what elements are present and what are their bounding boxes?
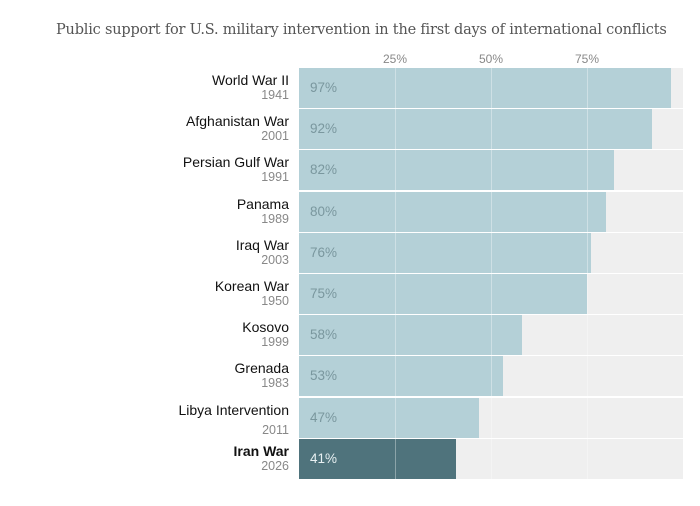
- category-year: 1991: [261, 170, 289, 185]
- category-name: Panama: [236, 195, 289, 212]
- bar: [299, 356, 503, 397]
- category-label: Afghanistan War 2001: [89, 113, 289, 143]
- plot-area: 97% 92% 82% 80% 76% 75% 58% 53% 47% 41%: [299, 68, 683, 480]
- data-label: 97%: [310, 80, 338, 95]
- category-year: 1983: [261, 376, 289, 391]
- category-label: Iraq War 2003: [89, 237, 289, 267]
- data-label: 80%: [310, 203, 338, 219]
- category-label: Persian Gulf War 1991: [89, 154, 289, 184]
- data-label: 58%: [310, 327, 338, 343]
- category-year: 2026: [261, 458, 289, 473]
- bar-track: 82%: [299, 150, 683, 191]
- bar: [299, 109, 653, 150]
- data-label: 75%: [310, 286, 338, 301]
- bar: [299, 397, 480, 438]
- category-label: Panama 1989: [89, 196, 289, 226]
- bar: [299, 68, 672, 108]
- category-label: Korean War 1950: [89, 278, 289, 308]
- category-label: Grenada 1983: [89, 360, 289, 390]
- bar: [299, 191, 607, 232]
- category-year: 2011: [262, 422, 289, 437]
- bar-track: 75%: [299, 274, 683, 314]
- gridline: [491, 68, 492, 480]
- category-year: 1941: [261, 88, 289, 102]
- category-year: 1999: [261, 335, 289, 350]
- bar: [299, 150, 614, 191]
- category-name: Persian Gulf War: [182, 154, 289, 171]
- category-name: Libya Intervention: [178, 401, 289, 418]
- category-name: Grenada: [234, 360, 289, 377]
- data-label: 82%: [310, 162, 338, 178]
- category-name: Afghanistan War: [186, 113, 289, 130]
- category-name: Kosovo: [242, 319, 289, 336]
- category-name: Iran War: [233, 442, 290, 459]
- tick-label: 75%: [574, 52, 600, 66]
- data-label: 53%: [310, 368, 338, 384]
- gridline: [587, 68, 588, 480]
- tick-label: 25%: [382, 52, 408, 66]
- category-name: World War II: [211, 72, 289, 88]
- category-label: Kosovo 1999: [89, 319, 289, 349]
- category-name: Korean War: [214, 278, 289, 294]
- category-year: 2003: [261, 252, 289, 267]
- category-label: Iran War 2026: [89, 442, 290, 473]
- bar-track: 92%: [299, 109, 683, 150]
- chart-title: Public support for U.S. military interve…: [56, 22, 667, 38]
- category-label: Libya Intervention 2011: [89, 402, 289, 437]
- bar: [299, 274, 587, 314]
- category-year: 1989: [261, 211, 289, 226]
- bar: [299, 232, 591, 273]
- category-year: 2001: [261, 129, 289, 144]
- bar: [299, 438, 457, 479]
- bar-track: 47%: [299, 397, 683, 438]
- bar-track: 97%: [299, 68, 683, 108]
- bar-track: 80%: [299, 191, 683, 232]
- data-label: 41%: [310, 450, 338, 466]
- bar-track: 41%: [299, 438, 683, 479]
- data-label: 47%: [310, 409, 338, 425]
- bar-track: 76%: [299, 232, 683, 273]
- category-label: World War II 1941: [89, 72, 289, 102]
- data-label: 76%: [310, 244, 338, 260]
- bar-track: 53%: [299, 356, 683, 397]
- gridline: [395, 68, 396, 480]
- category-name: Iraq War: [235, 236, 289, 253]
- category-year: 1950: [261, 294, 289, 308]
- data-label: 92%: [310, 121, 338, 137]
- tick-label: 50%: [478, 52, 504, 66]
- bar: [299, 315, 522, 356]
- bar-track: 58%: [299, 315, 683, 356]
